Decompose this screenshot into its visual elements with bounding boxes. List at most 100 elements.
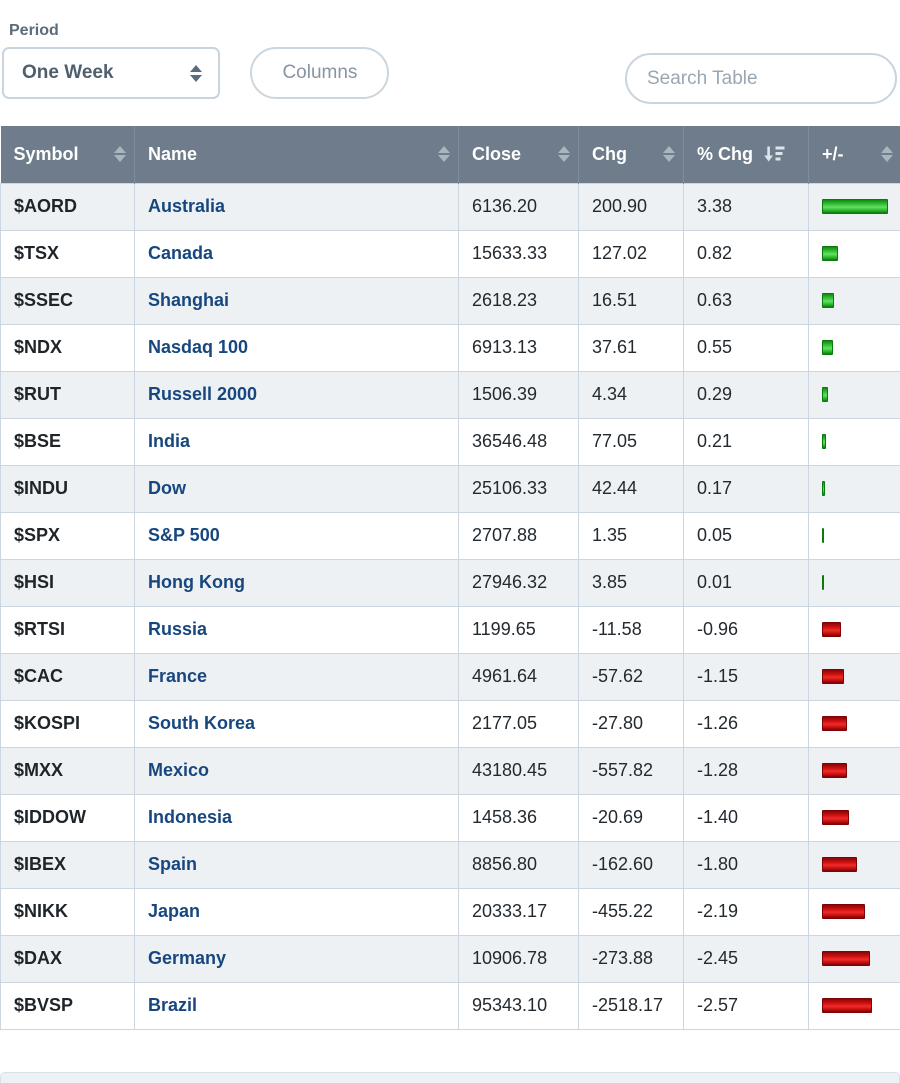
period-label: Period [9,22,59,39]
search-input[interactable] [625,53,897,104]
table-row: $RTSI Russia 1199.65 -11.58 -0.96 [0,605,900,654]
change-bar-cell [808,605,900,654]
name-link[interactable]: Mexico [148,760,210,780]
chg-cell: -27.80 [578,699,684,748]
table-row: $IDDOW Indonesia 1458.36 -20.69 -1.40 [0,793,900,842]
close-cell: 95343.10 [458,981,579,1030]
pct-chg-cell: -0.96 [683,605,809,654]
table-row: $BVSP Brazil 95343.10 -2518.17 -2.57 [0,981,900,1030]
name-cell: Russia [134,605,459,654]
name-link[interactable]: Dow [148,478,186,498]
column-header-close[interactable]: Close [458,126,579,183]
close-cell: 2177.05 [458,699,579,748]
close-cell: 2707.88 [458,511,579,560]
name-link[interactable]: S&P 500 [148,525,220,545]
column-header-chg[interactable]: Chg [578,126,684,183]
table-body: $AORD Australia 6136.20 200.90 3.38 $TSX Canad… [0,182,900,1030]
chg-cell: 42.44 [578,464,684,513]
change-bar-cell [808,887,900,936]
name-link[interactable]: Japan [148,901,201,921]
symbol-cell: $SPX [0,511,135,560]
positive-change-bar [822,434,827,449]
name-link[interactable]: Indonesia [148,807,233,827]
negative-change-bar [822,669,845,684]
name-link[interactable]: Hong Kong [148,572,245,592]
table-row: $TSX Canada 15633.33 127.02 0.82 [0,229,900,278]
negative-change-bar [822,857,858,872]
name-cell: Dow [134,464,459,513]
name-cell: Russell 2000 [134,370,459,419]
pct-chg-cell: -1.40 [683,793,809,842]
column-header-plus-minus[interactable]: +/- [808,126,900,183]
name-cell: France [134,652,459,701]
change-bar-cell [808,840,900,889]
column-header-symbol[interactable]: Symbol [0,126,135,183]
chg-cell: 16.51 [578,276,684,325]
select-updown-icon [190,64,202,82]
close-cell: 6913.13 [458,323,579,372]
name-link[interactable]: Shanghai [148,290,230,310]
pct-chg-cell: 0.55 [683,323,809,372]
toolbar: Period One Week Columns [0,0,900,126]
name-link[interactable]: France [148,666,208,686]
pct-chg-cell: 0.17 [683,464,809,513]
chg-cell: 200.90 [578,182,684,231]
negative-change-bar [822,716,847,731]
chg-cell: 77.05 [578,417,684,466]
chg-cell: -57.62 [578,652,684,701]
name-link[interactable]: Russia [148,619,208,639]
close-cell: 1199.65 [458,605,579,654]
chg-cell: 4.34 [578,370,684,419]
close-cell: 10906.78 [458,934,579,983]
pct-chg-cell: -2.19 [683,887,809,936]
sort-icon [114,146,126,163]
positive-change-bar [822,246,838,261]
name-cell: Shanghai [134,276,459,325]
close-cell: 8856.80 [458,840,579,889]
column-header-name[interactable]: Name [134,126,459,183]
name-link[interactable]: Russell 2000 [148,384,258,404]
change-bar-cell [808,793,900,842]
name-link[interactable]: Nasdaq 100 [148,337,249,357]
positive-change-bar [822,387,828,402]
name-cell: India [134,417,459,466]
name-cell: South Korea [134,699,459,748]
chg-cell: -273.88 [578,934,684,983]
symbol-cell: $RUT [0,370,135,419]
change-bar-cell [808,558,900,607]
symbol-cell: $NIKK [0,887,135,936]
pct-chg-cell: -1.80 [683,840,809,889]
name-link[interactable]: Brazil [148,995,198,1015]
name-link[interactable]: Canada [148,243,214,263]
table-row: $NIKK Japan 20333.17 -455.22 -2.19 [0,887,900,936]
negative-change-bar [822,763,847,778]
table-row: $HSI Hong Kong 27946.32 3.85 0.01 [0,558,900,607]
close-cell: 25106.33 [458,464,579,513]
name-link[interactable]: South Korea [148,713,256,733]
change-bar-cell [808,464,900,513]
name-link[interactable]: India [148,431,191,451]
name-link[interactable]: Australia [148,196,226,216]
pct-chg-cell: -1.28 [683,746,809,795]
name-link[interactable]: Spain [148,854,198,874]
close-cell: 36546.48 [458,417,579,466]
chg-cell: 1.35 [578,511,684,560]
name-cell: Indonesia [134,793,459,842]
pct-chg-cell: 0.01 [683,558,809,607]
name-link[interactable]: Germany [148,948,227,968]
pct-chg-cell: -2.57 [683,981,809,1030]
chg-cell: -2518.17 [578,981,684,1030]
pct-chg-cell: 0.29 [683,370,809,419]
columns-button[interactable]: Columns [250,47,390,99]
symbol-cell: $IBEX [0,840,135,889]
close-cell: 20333.17 [458,887,579,936]
close-cell: 2618.23 [458,276,579,325]
symbol-cell: $TSX [0,229,135,278]
period-select[interactable]: One Week [2,47,220,99]
close-cell: 1458.36 [458,793,579,842]
change-bar-cell [808,699,900,748]
table-row: $IBEX Spain 8856.80 -162.60 -1.80 [0,840,900,889]
column-header-pct-chg[interactable]: % Chg [683,126,809,183]
change-bar-cell [808,417,900,466]
table-row: $INDU Dow 25106.33 42.44 0.17 [0,464,900,513]
